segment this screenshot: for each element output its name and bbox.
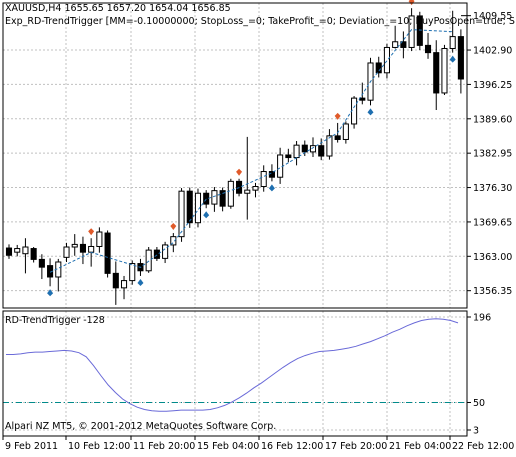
bear-candle <box>334 135 341 140</box>
bull-candle <box>63 246 70 258</box>
bull-candle <box>178 190 185 238</box>
bear-candle <box>318 145 325 157</box>
bull-candle <box>277 154 284 178</box>
bear-candle <box>301 144 308 153</box>
price-label: 1409.55 <box>473 11 512 22</box>
sell-arrow-icon <box>88 228 95 236</box>
bull-candle <box>293 144 300 159</box>
bear-candle <box>104 232 111 274</box>
bear-candle <box>203 192 210 205</box>
bull-candle <box>71 243 78 248</box>
bull-candle <box>252 186 259 191</box>
bull-candle <box>129 263 136 282</box>
indicator-label: 50 <box>473 398 485 409</box>
bull-candle <box>211 190 218 205</box>
time-label: 10 Feb 12:00 <box>68 441 130 452</box>
bear-candle <box>457 36 464 80</box>
footer-copyright: Alpari NZ MT5, © 2001-2012 MetaQuotes So… <box>5 421 276 432</box>
price-axis: 1409.55 1402.90 1396.25 1389.60 1382.95 1376.… <box>467 11 512 297</box>
indicator-title: RD-TrendTrigger -128 <box>5 315 105 326</box>
bear-candle <box>359 97 366 101</box>
bear-candle <box>112 272 119 289</box>
bear-candle <box>400 41 407 48</box>
sell-arrow-icon <box>170 223 177 231</box>
bear-candle <box>268 171 275 178</box>
sell-arrow-icon <box>334 112 341 120</box>
bear-candle <box>219 190 226 207</box>
indicator-grid <box>3 311 467 436</box>
main-chart-grid <box>3 3 467 308</box>
bull-candle <box>170 236 177 246</box>
bull-candle <box>309 145 317 153</box>
bull-candle <box>326 135 333 157</box>
bull-candle <box>88 245 95 253</box>
price-label: 1363.00 <box>473 252 512 263</box>
time-label: 11 Feb 20:00 <box>133 441 195 452</box>
bull-candle <box>342 123 349 140</box>
time-label: 21 Feb 04:00 <box>389 441 451 452</box>
main-chart-candles <box>5 0 467 305</box>
bull-candle <box>449 36 456 49</box>
price-label: 1396.25 <box>473 80 512 91</box>
bull-candle <box>260 171 267 188</box>
bear-candle <box>5 247 13 256</box>
indicator-line <box>3 318 467 412</box>
bear-candle <box>79 243 86 253</box>
main-chart-frame <box>2 2 468 309</box>
price-label: 1382.95 <box>473 149 512 160</box>
chart-frames <box>2 2 468 437</box>
bull-candle <box>227 180 234 207</box>
price-label: 1376.30 <box>473 183 512 194</box>
bull-candle <box>162 244 169 259</box>
sell-arrow-icon <box>236 168 243 176</box>
bear-candle <box>153 249 160 259</box>
time-axis: 9 Feb 2011 10 Feb 12:00 11 Feb 20:00 15 Feb… <box>2 436 514 452</box>
bull-candle <box>14 248 21 253</box>
indicator-label: 196 <box>473 313 491 324</box>
trade-trend-line <box>49 29 453 273</box>
bear-candle <box>416 15 423 46</box>
buy-arrow-icon <box>268 184 275 192</box>
bear-candle <box>186 190 193 224</box>
bull-candle <box>194 192 202 224</box>
indicator-series-line <box>6 318 459 412</box>
time-label: 16 Feb 12:00 <box>261 441 323 452</box>
price-label: 1402.90 <box>473 46 512 57</box>
indicator-axis: 196 50 3 <box>467 313 491 437</box>
bear-candle <box>38 258 45 268</box>
time-label: 17 Feb 20:00 <box>325 441 387 452</box>
bear-candle <box>424 44 432 54</box>
bull-candle <box>96 231 103 247</box>
bull-candle <box>351 97 358 125</box>
bull-candle <box>244 189 251 194</box>
buy-arrow-icon <box>137 278 144 286</box>
time-label: 9 Feb 2011 <box>5 441 58 452</box>
indicator-frame <box>2 310 468 437</box>
bull-candle <box>145 249 152 272</box>
bear-candle <box>433 52 440 94</box>
price-label: 1389.60 <box>473 114 512 125</box>
bull-candle <box>383 46 390 74</box>
bull-candle <box>441 47 448 94</box>
time-label: 15 Feb 04:00 <box>197 441 259 452</box>
buy-arrow-icon <box>203 211 210 219</box>
expert-header: Exp_RD-TrendTrigger [MM=-0.10000000; Sto… <box>5 16 515 27</box>
bull-candle <box>120 280 128 289</box>
bear-candle <box>30 248 37 260</box>
bull-candle <box>22 246 29 255</box>
buy-arrow-icon <box>367 108 374 116</box>
buy-arrow-icon <box>47 289 54 297</box>
buy-arrow-icon <box>449 55 456 63</box>
time-label: 22 Feb 12:00 <box>452 441 514 452</box>
symbol-header: XAUUSD,H4 1655.65 1657.20 1654.04 1656.8… <box>5 3 231 14</box>
bear-candle <box>375 62 382 74</box>
price-label: 1356.35 <box>473 286 512 297</box>
bull-candle <box>408 15 415 48</box>
bull-candle <box>392 41 399 48</box>
price-label: 1369.65 <box>473 217 512 228</box>
bear-candle <box>285 154 292 159</box>
indicator-label: 3 <box>473 426 479 437</box>
